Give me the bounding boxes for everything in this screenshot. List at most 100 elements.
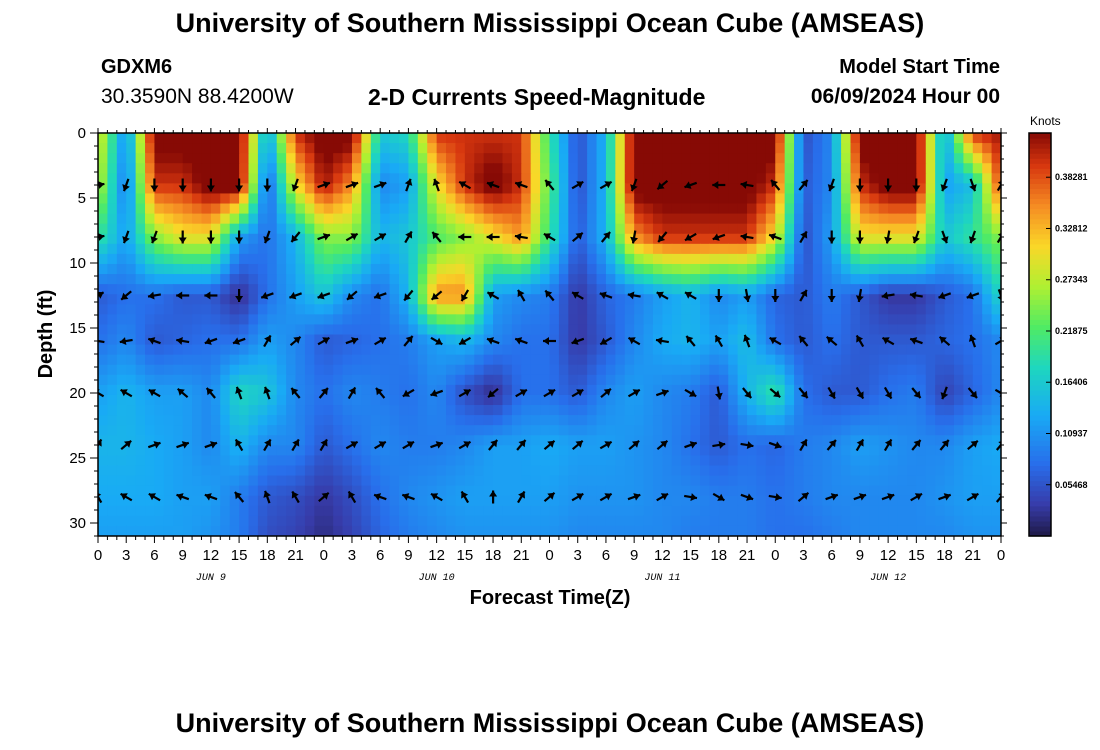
heatmap-cell [154, 183, 165, 195]
heatmap-cell [464, 334, 475, 346]
heatmap-cell [474, 485, 485, 497]
heatmap-cell [963, 173, 974, 184]
heatmap-cell [831, 304, 842, 315]
heatmap-cell [502, 344, 513, 356]
arrow-head [969, 184, 977, 192]
heatmap-cell [671, 233, 682, 245]
heatmap-cell [756, 223, 767, 235]
heatmap-cell [643, 223, 654, 235]
heatmap-cell [859, 193, 870, 205]
heatmap-cell [831, 233, 842, 245]
heatmap-cell [841, 435, 852, 446]
heatmap-cell [399, 233, 410, 245]
heatmap-cell [916, 384, 927, 396]
heatmap-cell [154, 374, 165, 386]
heatmap-cell [690, 495, 701, 507]
arrow-head [968, 334, 977, 342]
heatmap-cell [483, 263, 494, 275]
heatmap-cell [765, 344, 776, 356]
heatmap-cell [700, 374, 711, 386]
heatmap-cell [700, 143, 711, 154]
heatmap-cell [700, 203, 711, 215]
heatmap-cell [455, 183, 466, 195]
heatmap-cell [530, 304, 541, 315]
heatmap-cell [239, 475, 250, 487]
heatmap-cell [389, 465, 400, 477]
heatmap-cell [323, 294, 334, 305]
heatmap-cell [239, 294, 250, 305]
heatmap-cell [991, 354, 1001, 366]
heatmap-cell [399, 163, 410, 174]
heatmap-cell [982, 435, 993, 446]
heatmap-cell [953, 193, 964, 205]
heatmap-cell [596, 394, 607, 406]
heatmap-cell [925, 203, 936, 215]
heatmap-cell [210, 324, 221, 336]
heatmap-cell [342, 143, 353, 154]
heatmap-cell [652, 475, 663, 487]
heatmap-cell [408, 435, 419, 446]
heatmap-cell [276, 223, 287, 235]
heatmap-cell [342, 435, 353, 446]
heatmap-cell [897, 364, 908, 376]
heatmap-cell [201, 294, 212, 305]
heatmap-cell [869, 525, 880, 536]
heatmap-cell [634, 475, 645, 487]
heatmap-cell [624, 233, 635, 245]
arrow-head [830, 493, 838, 501]
heatmap-cell [944, 243, 955, 255]
heatmap-cell [295, 294, 306, 305]
heatmap-cell [709, 364, 720, 376]
heatmap-cell [192, 274, 203, 285]
heatmap-cell [286, 133, 297, 144]
heatmap-cell [98, 344, 109, 356]
arrow-shaft [994, 339, 1001, 346]
current-vector-arrow [910, 492, 923, 502]
current-vector-arrow [176, 493, 190, 501]
colorbar-segment [1029, 495, 1051, 502]
heatmap-cell [511, 435, 522, 446]
heatmap-cell [220, 425, 231, 436]
heatmap-cell [220, 223, 231, 235]
heatmap-cell [794, 536, 804, 547]
x-tick-label: 21 [287, 547, 304, 564]
heatmap-cell [859, 445, 870, 456]
heatmap-cell [530, 163, 541, 174]
heatmap-cell [201, 364, 212, 376]
heatmap-cell [464, 374, 475, 386]
heatmap-cell [812, 274, 823, 285]
heatmap-cell [361, 425, 372, 436]
heatmap-cell [464, 203, 475, 215]
heatmap-cell [700, 274, 711, 285]
heatmap-cell [351, 384, 362, 396]
heatmap-cell [587, 294, 598, 305]
x-tick-label: 0 [320, 547, 328, 564]
heatmap-cell [511, 284, 522, 295]
heatmap-cell [370, 455, 381, 467]
heatmap-cell [220, 133, 231, 144]
arrow-head [517, 289, 525, 298]
heatmap-cell [653, 536, 663, 547]
heatmap-cell [737, 274, 748, 285]
heatmap-cell [182, 435, 193, 446]
heatmap-cell [634, 374, 645, 386]
heatmap-cell [98, 536, 108, 547]
heatmap-cell [577, 425, 588, 436]
heatmap-cell [784, 465, 795, 477]
heatmap-cell [220, 405, 231, 416]
heatmap-cell [841, 525, 852, 536]
heatmap-cell [154, 384, 165, 396]
heatmap-cell [342, 354, 353, 366]
heatmap-cell [690, 485, 701, 497]
heatmap-cell [991, 183, 1001, 195]
heatmap-cell [201, 253, 212, 265]
heatmap-cell [605, 193, 616, 205]
heatmap-cell [239, 455, 250, 467]
heatmap-cell [210, 525, 221, 536]
heatmap-cell [220, 324, 231, 336]
current-vector-arrow [997, 289, 1001, 300]
heatmap-cell [982, 183, 993, 195]
arrow-head [799, 336, 807, 344]
heatmap-cell [831, 364, 842, 376]
heatmap-cell [906, 505, 917, 517]
